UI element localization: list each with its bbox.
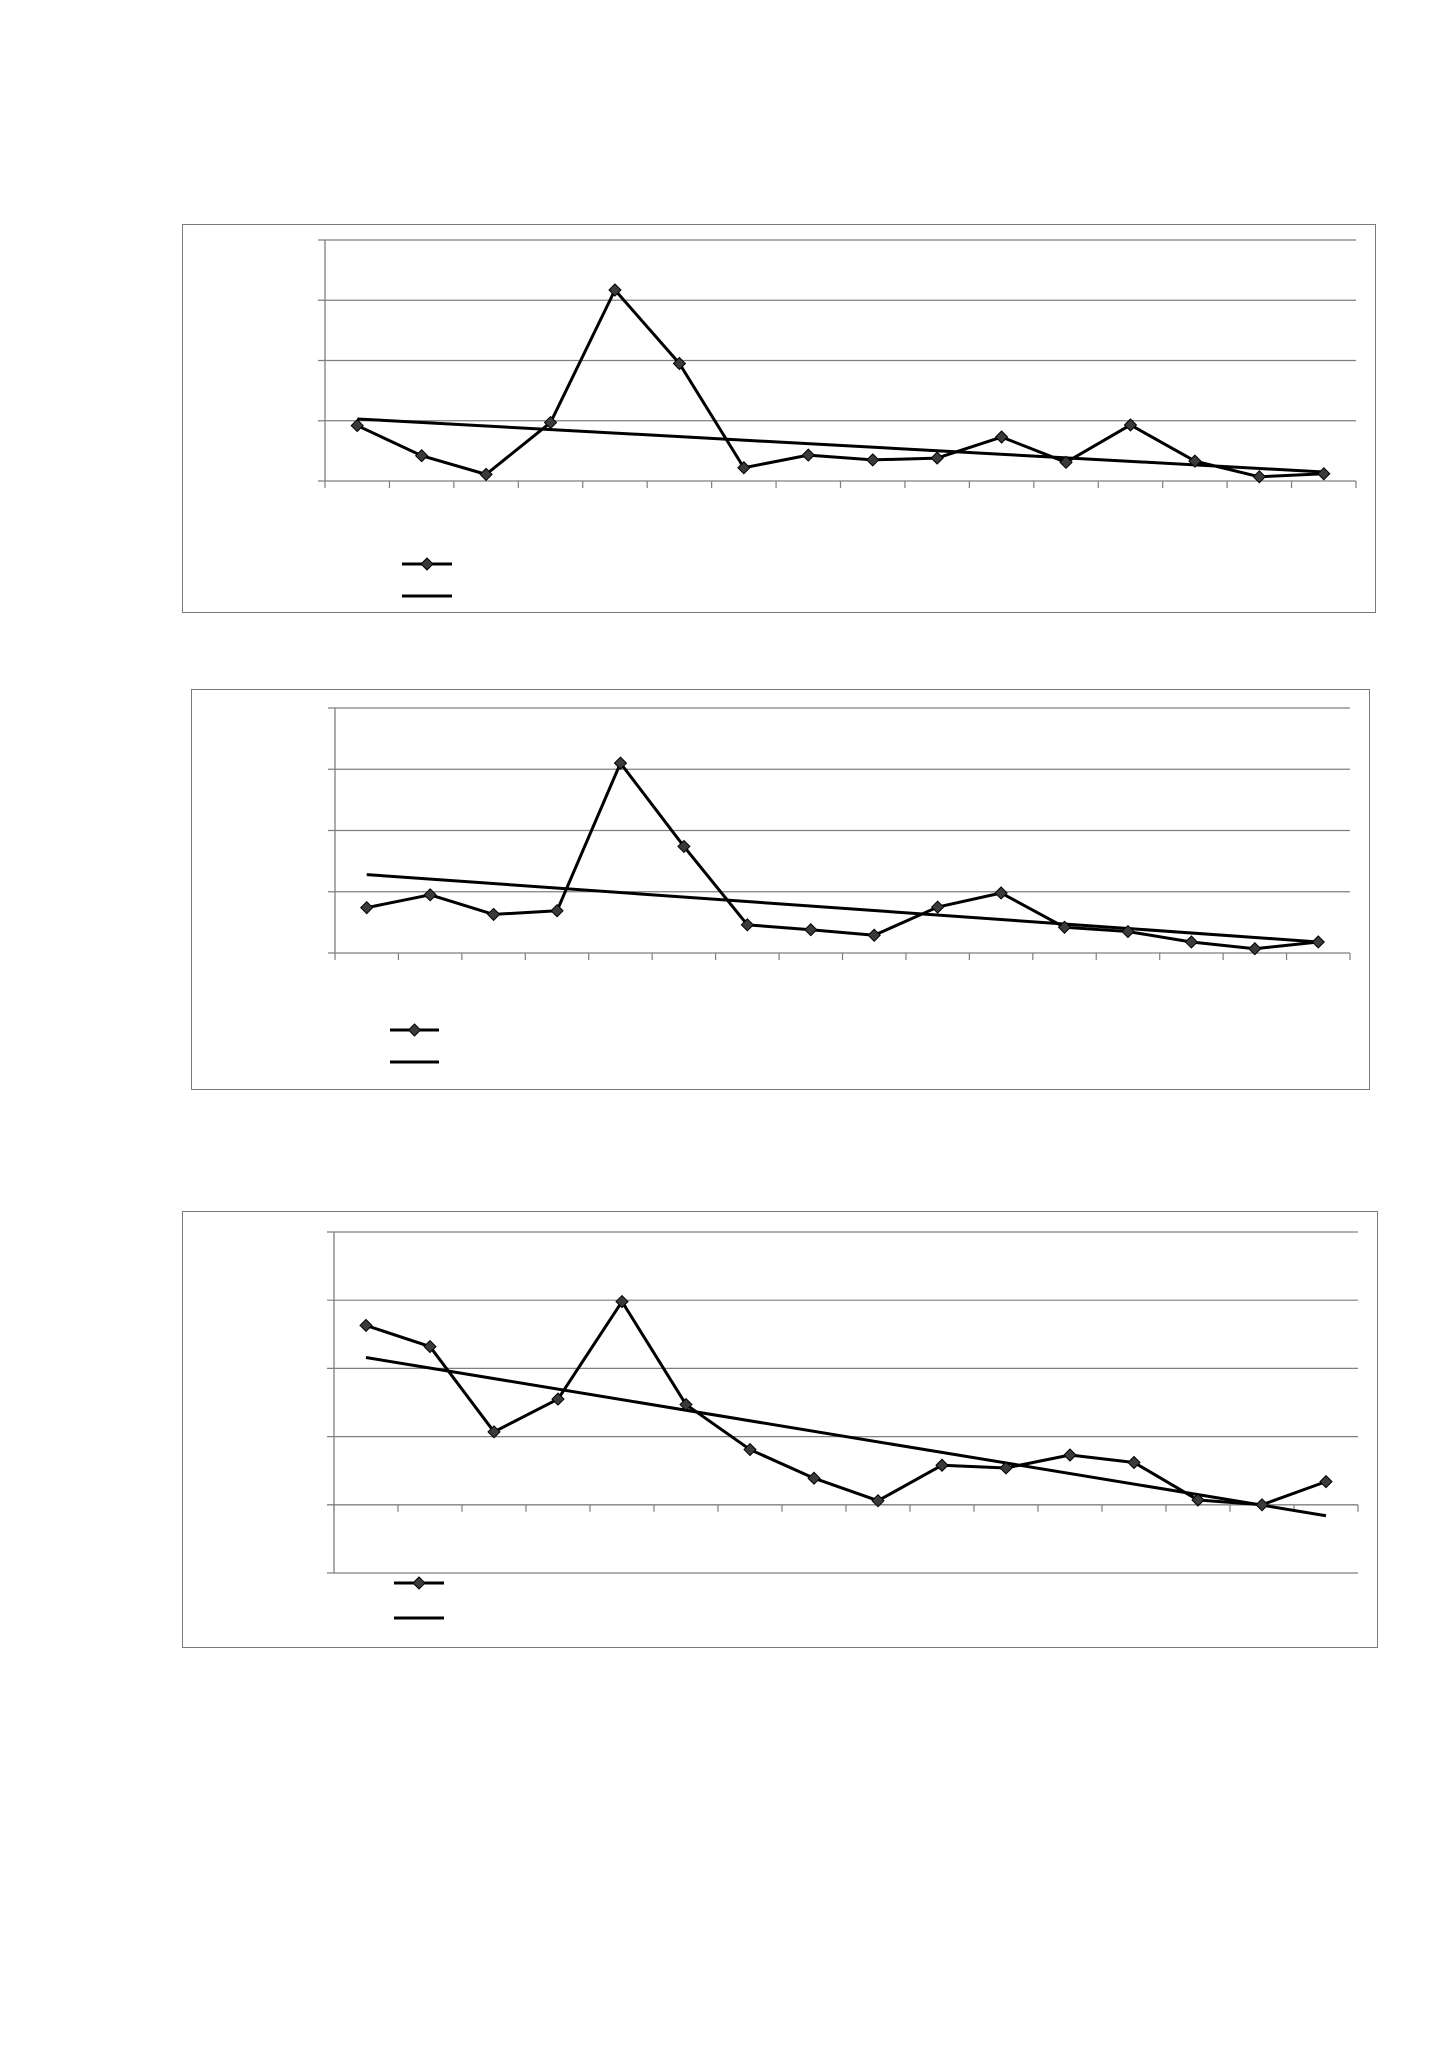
chart1-point-14 [1188,454,1202,468]
chart2-point-6 [677,839,691,854]
chart3-point-8 [807,1471,821,1485]
chart1-legend-series-marker [420,557,434,571]
chart2-point-12 [1057,920,1072,934]
chart1-trendline [357,417,1324,474]
chart2-point-9 [867,928,881,942]
chart3-series-line [365,1300,1327,1507]
chart1-point-6 [672,356,687,371]
chart3-point-5 [615,1294,629,1309]
chart3-point-3 [487,1425,501,1439]
chart3-point-2 [423,1339,437,1354]
chart1-point-3 [479,467,493,482]
chart2-point-16 [1311,935,1325,949]
chart3-legend-series-marker [412,1576,426,1590]
chart2-trendline [366,873,1319,944]
chart1-series-line [356,288,1324,479]
chart2-point-15 [1248,942,1262,956]
chart2-point-3 [486,907,501,922]
chart1-point-16 [1317,467,1331,481]
chart3-point-15 [1255,1498,1269,1512]
chart2-series-line [366,761,1319,951]
chart2-point-1 [360,900,374,915]
chart3-point-10 [935,1458,949,1472]
chart3-point-12 [1063,1448,1077,1462]
chart3-point-14 [1191,1493,1205,1507]
chart3-point-16 [1319,1474,1333,1489]
chart2-point-11 [994,886,1008,900]
chart2-point-10 [930,900,945,914]
chart1-point-7 [737,461,751,475]
chart1-point-15 [1252,470,1267,484]
chart1-point-1 [350,418,364,433]
chart2-point-13 [1121,924,1135,939]
chart-frame-3 [182,1211,1378,1648]
chart1-point-8 [801,448,815,462]
chart1-point-9 [866,453,880,467]
chart1-point-11 [994,430,1009,444]
chart3-point-11 [999,1461,1013,1475]
chart1-point-10 [930,451,944,465]
chart2-point-4 [550,904,564,918]
chart2-point-8 [804,923,818,937]
chart3-point-7 [743,1442,757,1457]
chart3-point-9 [871,1494,885,1508]
chart1-point-13 [1123,418,1138,432]
chart2-point-7 [740,918,755,932]
chart3-point-13 [1127,1455,1141,1470]
chart3-point-4 [551,1392,565,1406]
chart1-point-4 [543,415,558,430]
chart3-point-6 [679,1397,693,1412]
chart1-point-2 [414,448,429,463]
chart3-trendline [365,1356,1327,1518]
chart3-point-1 [359,1318,373,1333]
chart1-point-5 [608,283,622,297]
chart2-legend-series-marker [407,1023,422,1037]
chart-frame-2 [191,689,1370,1090]
chart2-point-5 [613,756,628,770]
chart2-point-14 [1184,935,1199,949]
chart1-point-12 [1059,455,1073,470]
chart2-point-2 [423,888,437,902]
chart-frame-1 [182,224,1376,613]
